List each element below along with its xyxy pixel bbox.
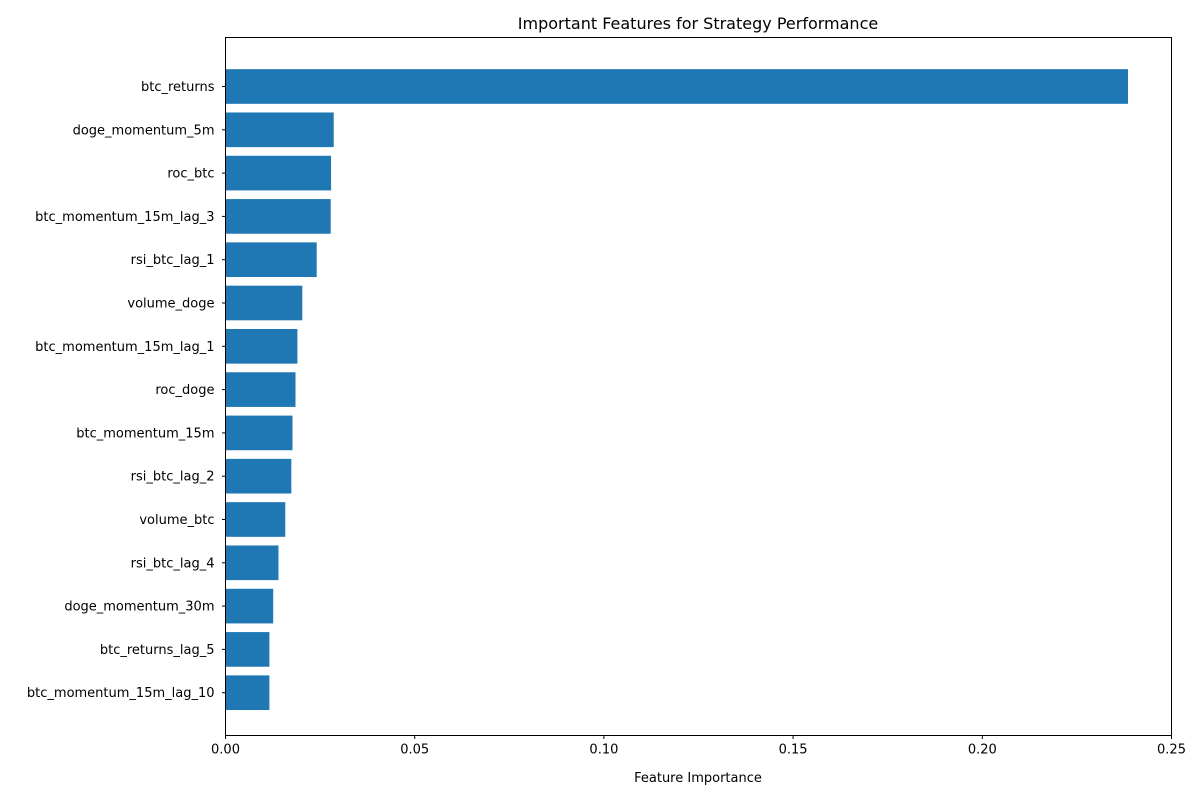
bar-doge-momentum-5m <box>225 112 334 148</box>
y-tick-label: rsi_btc_lag_2 <box>131 470 215 485</box>
x-ticks: 0.00 0.05 0.10 0.15 0.20 0.25 <box>211 735 1186 758</box>
y-tick-label: btc_momentum_15m_lag_3 <box>35 210 214 225</box>
bar-btc-returns-lag-5 <box>225 632 270 667</box>
y-tick-label: btc_momentum_15m_lag_1 <box>35 340 214 355</box>
y-tick-label: btc_momentum_15m <box>76 426 214 441</box>
y-tick-label: volume_btc <box>139 513 214 528</box>
bar-volume-btc <box>225 502 286 537</box>
y-tick-label: rsi_btc_lag_4 <box>131 556 215 571</box>
bar-rsi-btc-lag-4 <box>225 545 279 581</box>
plot-frame <box>225 37 1172 736</box>
y-tick-label: btc_returns_lag_5 <box>100 643 215 658</box>
y-tick-label: doge_momentum_5m <box>73 123 215 138</box>
x-tick-label: 0.10 <box>589 743 618 758</box>
bar-volume-doge <box>225 285 303 321</box>
bar-doge-momentum-30m <box>225 588 274 624</box>
y-tick-label: roc_btc <box>167 167 214 182</box>
bar-roc-btc <box>225 155 332 191</box>
y-tick-label: rsi_btc_lag_1 <box>131 253 215 268</box>
bar-roc-doge <box>225 372 296 407</box>
x-tick-label: 0.20 <box>968 743 997 758</box>
y-tick-label: doge_momentum_30m <box>64 600 214 615</box>
chart-title: Important Features for Strategy Performa… <box>518 14 878 33</box>
bar-btc-returns <box>225 69 1128 104</box>
x-tick-label: 0.25 <box>1157 743 1186 758</box>
x-axis-label: Feature Importance <box>634 771 762 786</box>
x-tick-label: 0.00 <box>211 743 240 758</box>
y-ticks: btc_returns doge_momentum_5m roc_btc btc_mo… <box>27 80 226 701</box>
y-tick-label: btc_returns <box>141 80 215 95</box>
x-tick-label: 0.15 <box>779 743 808 758</box>
y-tick-label: roc_doge <box>155 383 214 398</box>
bar-btc-momentum-15m <box>225 415 293 451</box>
bar-btc-momentum-15m-lag-3 <box>225 199 331 234</box>
bar-rsi-btc-lag-1 <box>225 242 317 278</box>
y-tick-label: btc_momentum_15m_lag_10 <box>27 686 215 701</box>
bar-rsi-btc-lag-2 <box>225 458 292 494</box>
x-tick-label: 0.05 <box>400 743 429 758</box>
bar-btc-momentum-15m-lag-1 <box>225 328 298 364</box>
bar-btc-momentum-15m-lag-10 <box>225 675 270 711</box>
y-tick-label: volume_doge <box>127 297 214 312</box>
bars-group <box>225 69 1128 711</box>
